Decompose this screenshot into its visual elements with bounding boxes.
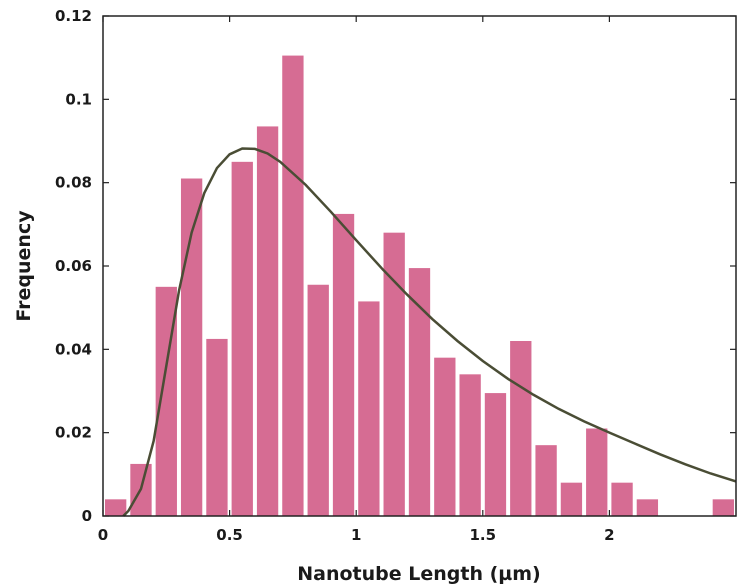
histogram-bar — [636, 499, 659, 516]
histogram-bar — [105, 499, 127, 516]
y-tick-label: 0.08 — [55, 174, 92, 192]
y-tick-label: 0 — [82, 507, 92, 525]
histogram-bar — [586, 428, 608, 516]
x-axis-ticks: 0 0.5 1 1.5 2 — [98, 16, 615, 544]
histogram-bar — [332, 213, 355, 517]
x-tick-label: 0 — [98, 526, 108, 544]
histogram-bar — [358, 301, 380, 516]
histogram-bar — [611, 482, 633, 516]
y-tick-label: 0.02 — [55, 424, 92, 442]
histogram-bar — [155, 286, 177, 516]
fit-curve — [122, 147, 737, 517]
y-tick-label: 0.1 — [65, 90, 92, 108]
histogram-bar — [510, 341, 532, 516]
histogram-bar — [383, 232, 405, 517]
x-tick-label: 1 — [351, 526, 361, 544]
y-tick-label: 0.12 — [55, 7, 92, 25]
histogram-bar — [282, 55, 304, 516]
histogram-bar — [231, 161, 253, 516]
x-tick-label: 0.5 — [216, 526, 243, 544]
histogram-bar — [535, 445, 557, 516]
x-tick-label: 1.5 — [470, 526, 497, 544]
histogram-bar — [408, 268, 431, 516]
y-tick-label: 0.04 — [55, 340, 92, 358]
histogram-bar — [712, 499, 734, 516]
histogram-bar — [206, 338, 228, 516]
y-axis-ticks: 0 0.02 0.04 0.06 0.08 0.1 0.12 — [55, 7, 736, 525]
histogram-bar — [560, 482, 583, 516]
y-tick-label: 0.06 — [55, 257, 92, 275]
x-axis-title: Nanotube Length (µm) — [297, 563, 541, 585]
histogram-bar — [307, 284, 329, 516]
histogram-bar — [484, 393, 507, 516]
histogram-bar — [256, 126, 279, 517]
histogram-bar — [434, 357, 456, 516]
bars — [105, 55, 734, 517]
x-tick-label: 2 — [604, 526, 614, 544]
y-axis-title: Frequency — [13, 210, 35, 322]
histogram-bar — [459, 374, 481, 516]
